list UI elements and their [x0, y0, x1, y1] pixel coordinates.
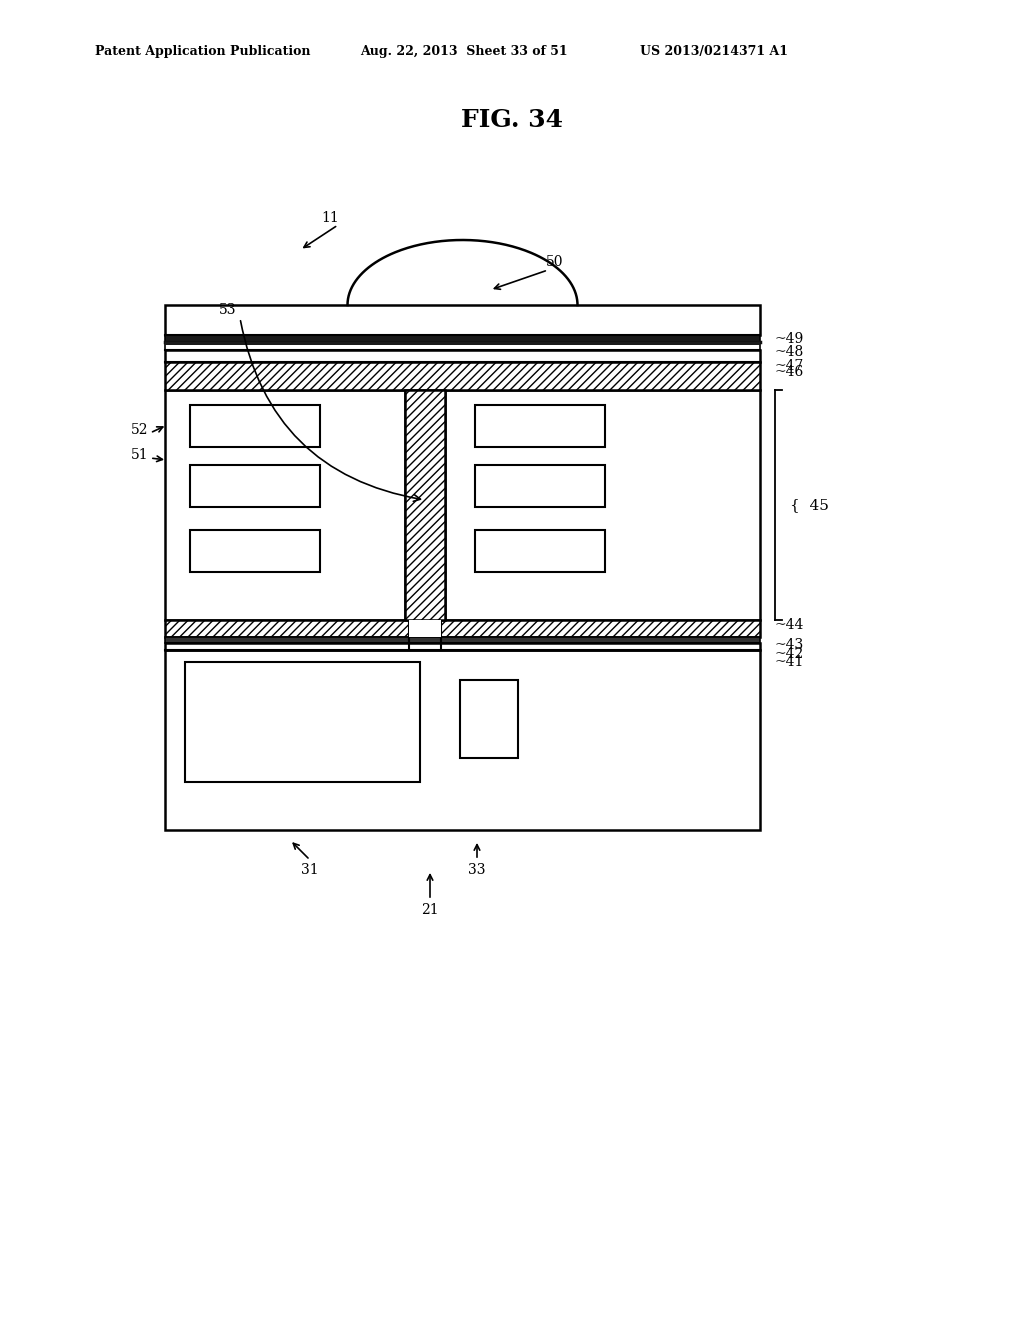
Text: 33: 33 [468, 863, 485, 876]
Bar [190, 465, 319, 507]
Bar [165, 342, 760, 345]
Text: 52: 52 [130, 422, 148, 437]
Text: ~44: ~44 [775, 618, 805, 632]
Bar [165, 638, 760, 643]
Text: 51: 51 [130, 447, 148, 462]
Bar [165, 362, 760, 389]
Text: ~46: ~46 [775, 366, 804, 379]
Text: ~48: ~48 [775, 345, 804, 359]
Text: ~47: ~47 [775, 359, 805, 374]
Text: 53: 53 [219, 304, 237, 317]
Text: ~49: ~49 [775, 333, 804, 346]
Bar [445, 389, 760, 620]
Bar [165, 350, 760, 362]
Bar [165, 305, 760, 335]
Text: ~43: ~43 [775, 638, 804, 652]
Bar [475, 531, 605, 572]
Bar [165, 342, 760, 350]
Text: Patent Application Publication: Patent Application Publication [95, 45, 310, 58]
Bar [475, 405, 605, 447]
Text: 11: 11 [322, 211, 339, 224]
Bar [165, 649, 760, 830]
Text: 31: 31 [301, 863, 318, 876]
Bar [190, 405, 319, 447]
Bar [165, 389, 406, 620]
Bar [409, 620, 441, 638]
Text: 50: 50 [546, 255, 564, 269]
Text: ~42: ~42 [775, 647, 804, 661]
Bar [165, 620, 760, 638]
Text: ~41: ~41 [775, 655, 805, 669]
Bar [406, 389, 445, 620]
Text: Aug. 22, 2013  Sheet 33 of 51: Aug. 22, 2013 Sheet 33 of 51 [360, 45, 567, 58]
Text: FIG. 34: FIG. 34 [461, 108, 563, 132]
Bar [165, 335, 760, 342]
Bar [165, 643, 760, 649]
FancyArrowPatch shape [241, 321, 421, 502]
Text: {  45: { 45 [790, 498, 828, 512]
Text: US 2013/0214371 A1: US 2013/0214371 A1 [640, 45, 788, 58]
Bar [475, 465, 605, 507]
Bar [190, 531, 319, 572]
Text: 21: 21 [421, 903, 439, 917]
Bar [185, 663, 420, 781]
Bar [460, 680, 518, 758]
